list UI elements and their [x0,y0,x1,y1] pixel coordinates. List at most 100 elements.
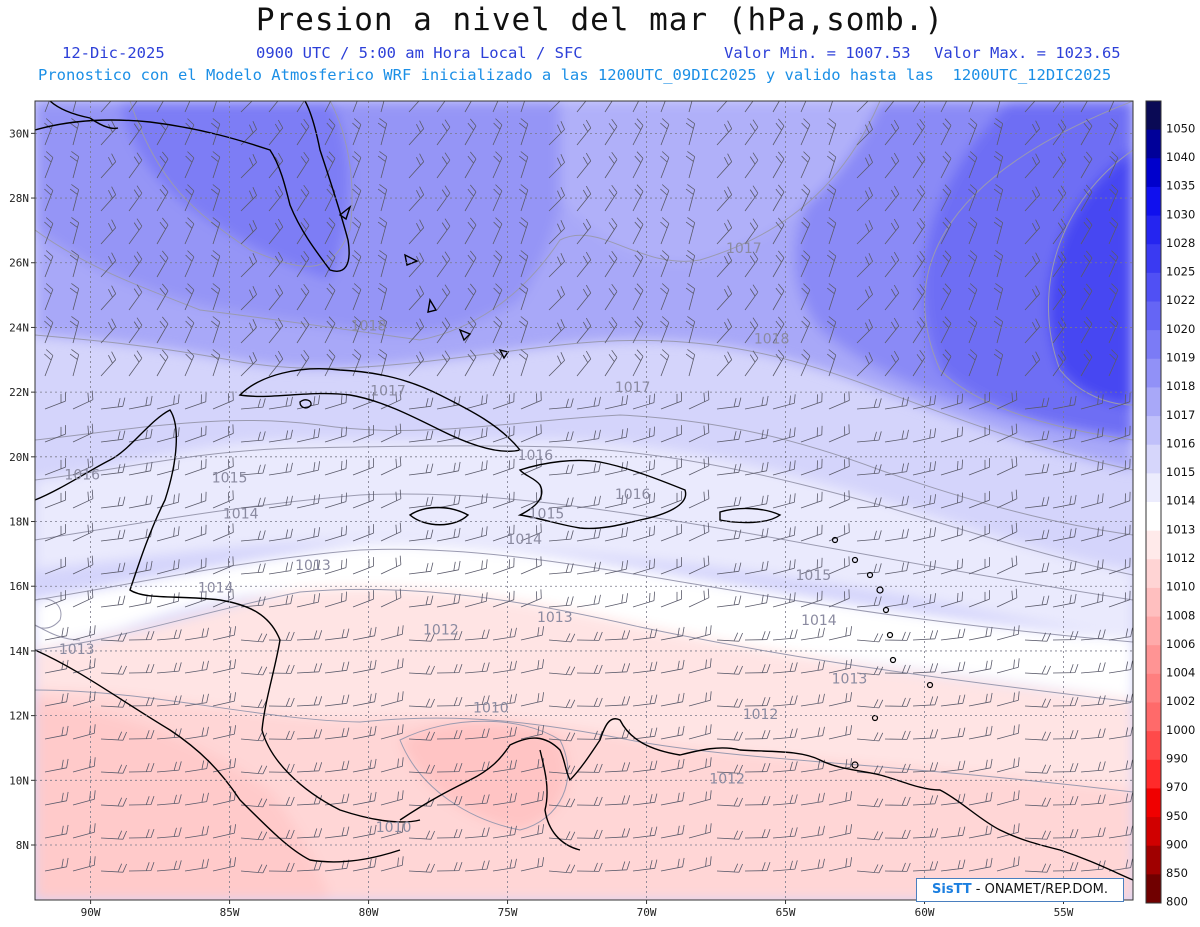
color-bar-cell [1146,358,1161,388]
color-bar-label: 1006 [1166,637,1195,651]
color-bar-cell [1146,616,1161,646]
lon-tick-label: 70W [637,906,657,919]
color-bar-label: 1022 [1166,293,1195,307]
color-bar-label: 990 [1166,751,1188,765]
color-bar-label: 1020 [1166,322,1195,336]
color-bar-cell [1146,845,1161,875]
isobar-label: 1010 [376,820,412,836]
lat-tick-label: 12N [9,710,29,723]
lat-tick-label: 22N [9,386,29,399]
lon-tick-label: 90W [81,906,101,919]
color-bar-cell [1146,645,1161,675]
color-bar-label: 1014 [1166,494,1195,508]
lon-tick-label: 80W [359,906,379,919]
color-bar-cell [1146,186,1161,217]
color-bar-label: 900 [1166,837,1188,851]
isobar-label: 1015 [796,568,832,584]
color-bar-cell [1146,530,1161,560]
isobar-label: 1018 [351,319,387,335]
isobar-label: 1013 [59,642,95,658]
graticule [35,101,1133,900]
color-bar-cell [1146,244,1161,274]
color-bar-label: 1010 [1166,580,1195,594]
color-bar-label: 1012 [1166,551,1195,565]
color-bar-label: 1035 [1166,179,1195,193]
color-bar-cell [1146,101,1161,131]
lon-tick-label: 60W [915,906,935,919]
color-bar-cell [1146,416,1161,446]
color-bar-cell [1146,817,1161,847]
color-bar-cell [1146,759,1161,789]
lat-tick-label: 18N [9,516,29,529]
isobar-label: 1012 [423,623,459,639]
color-bar-cell [1146,129,1161,159]
lon-tick-label: 75W [498,906,518,919]
color-bar-label: 1018 [1166,379,1195,393]
isobar-label: 1014 [198,581,234,597]
latitude-ticks: 30N 28N 26N 24N 22N 20N 18N 16N 14N 12N 10N 8N [9,127,35,852]
isobar-label: 1015 [212,471,248,487]
color-bar-label: 1016 [1166,436,1195,450]
isobar-label: 1010 [473,700,509,716]
color-bar-label: 800 [1166,895,1188,909]
plot-frame [34,100,1134,901]
lesser-antilles [831,536,934,769]
isobar-label: 1015 [529,506,565,522]
color-bar-label: 1030 [1166,207,1195,221]
color-bar: 1050 1040 1035 1030 1028 1025 1022 1020 1019 1018… [1145,100,1195,909]
color-bar-label: 1050 [1166,121,1195,135]
min-value: Valor Min. = 1007.53 [724,44,911,62]
color-bar-label: 1008 [1166,608,1195,622]
lat-tick-label: 8N [16,839,29,852]
color-bar-cell [1146,215,1161,245]
color-bar-label: 1004 [1166,666,1195,680]
color-bar-cell [1146,272,1161,302]
color-bar-label: 1002 [1166,694,1195,708]
lat-tick-label: 10N [9,774,29,787]
lat-tick-label: 26N [9,257,29,270]
lat-tick-label: 16N [9,580,29,593]
color-bar-cell [1146,473,1161,503]
color-bar-label: 950 [1166,809,1188,823]
isobar-lines [35,101,1133,831]
isobar-label: 1017 [370,383,406,399]
isobar-label: 1013 [295,558,331,574]
color-bar-label: 1000 [1166,723,1195,737]
isobar-label: 1012 [743,707,779,723]
isobar-label: 1017 [615,380,651,396]
color-bar-label: 1017 [1166,408,1195,422]
color-bar-label: 1013 [1166,522,1195,536]
color-bar-label: 1028 [1166,236,1195,250]
lon-tick-label: 85W [220,906,240,919]
color-bar-cell [1146,330,1161,360]
color-bar-label: 1015 [1166,465,1195,479]
color-bar-cell [1146,444,1161,474]
color-bar-cell [1146,559,1161,589]
isobar-label: 1012 [709,772,745,788]
pressure-field [35,101,1133,900]
isobar-label: 1013 [832,671,868,687]
color-bar-label: 1025 [1166,265,1195,279]
model-info: Pronostico con el Modelo Atmosferico WRF… [38,66,1112,84]
color-bar-label: 970 [1166,780,1188,794]
color-bar-label: 1019 [1166,350,1195,364]
isobar-label: 1016 [615,487,651,503]
lat-tick-label: 28N [9,192,29,205]
color-bar-cell [1146,301,1161,331]
color-bar-cell [1146,502,1161,532]
isobar-label: 1016 [518,448,554,464]
forecast-time: 0900 UTC / 5:00 am Hora Local / SFC [256,44,583,62]
map-title: Presion a nivel del mar (hPa,somb.) [255,2,945,38]
credit-text: - ONAMET/REP.DOM. [971,882,1108,897]
color-bar-label: 850 [1166,866,1188,880]
lon-tick-label: 65W [776,906,796,919]
isobar-label: 1018 [754,332,790,348]
credit-box: SisTT - ONAMET/REP.DOM. [916,878,1124,902]
color-bar-cell [1146,788,1161,818]
lat-tick-label: 24N [9,321,29,334]
color-bar-cell [1146,731,1161,761]
coastlines [35,101,1133,881]
sistt-logo: SisTT [932,882,972,897]
isobar-label: 1017 [726,241,762,257]
